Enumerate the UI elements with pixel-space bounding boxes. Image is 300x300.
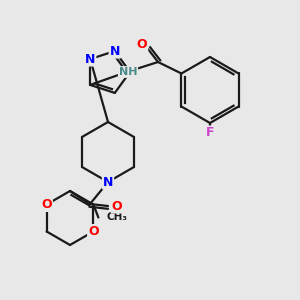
Text: O: O	[137, 38, 147, 52]
Text: N: N	[110, 45, 120, 58]
Text: O: O	[41, 198, 52, 211]
Text: N: N	[103, 176, 113, 188]
Text: N: N	[85, 52, 95, 66]
Text: CH₃: CH₃	[106, 212, 128, 223]
Text: O: O	[112, 200, 122, 212]
Text: NH: NH	[119, 67, 137, 77]
Text: O: O	[88, 225, 99, 238]
Text: F: F	[206, 127, 214, 140]
